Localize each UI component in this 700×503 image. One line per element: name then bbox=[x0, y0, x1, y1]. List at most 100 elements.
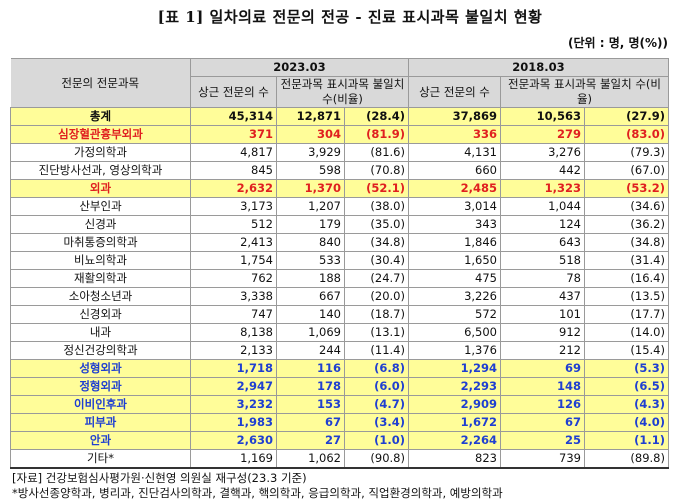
ratio-2018: (67.0) bbox=[584, 161, 669, 180]
table-row: 이비인후과 3,232 153 (4.7) 2,909 126 (4.3) bbox=[10, 395, 669, 414]
table-row: 성형외과 1,718 116 (6.8) 1,294 69 (5.3) bbox=[10, 359, 669, 378]
header-year-2023: 2023.03 bbox=[190, 58, 409, 77]
ratio-2018: (79.3) bbox=[584, 143, 669, 162]
count-2023: 762 bbox=[190, 269, 277, 288]
ratio-2023: (70.8) bbox=[344, 161, 409, 180]
count-2023: 1,718 bbox=[190, 359, 277, 378]
mismatch-2023: 244 bbox=[276, 341, 345, 360]
mismatch-2023: 27 bbox=[276, 431, 345, 450]
row-specialty: 소아청소년과 bbox=[10, 287, 191, 306]
row-specialty: 이비인후과 bbox=[10, 395, 191, 414]
mismatch-2018: 69 bbox=[500, 359, 585, 378]
count-2018: 660 bbox=[408, 161, 501, 180]
mismatch-2018: 739 bbox=[500, 449, 585, 469]
mismatch-2018: 3,276 bbox=[500, 143, 585, 162]
mismatch-2023: 67 bbox=[276, 413, 345, 432]
ratio-2018: (4.0) bbox=[584, 413, 669, 432]
ratio-2023: (6.0) bbox=[344, 377, 409, 396]
table-row: 내과 8,138 1,069 (13.1) 6,500 912 (14.0) bbox=[10, 323, 669, 342]
count-2023: 2,630 bbox=[190, 431, 277, 450]
table-row: 신경과 512 179 (35.0) 343 124 (36.2) bbox=[10, 215, 669, 234]
ratio-2023: (81.6) bbox=[344, 143, 409, 162]
count-2018: 475 bbox=[408, 269, 501, 288]
ratio-2023: (3.4) bbox=[344, 413, 409, 432]
mismatch-2018: 279 bbox=[500, 125, 585, 144]
count-2018: 3,226 bbox=[408, 287, 501, 306]
unit-label: (단위 : 명, 명(%)) bbox=[567, 36, 668, 50]
header-mismatch-2018: 전문과목 표시과목 불일치 수(비율) bbox=[500, 76, 669, 108]
table-row: 심장혈관흉부외과 371 304 (81.9) 336 279 (83.0) bbox=[10, 125, 669, 144]
mismatch-2023: 304 bbox=[276, 125, 345, 144]
ratio-2018: (27.9) bbox=[584, 107, 669, 126]
ratio-2023: (52.1) bbox=[344, 179, 409, 198]
ratio-2018: (17.7) bbox=[584, 305, 669, 324]
header-count-2023: 상근 전문의 수 bbox=[190, 76, 277, 108]
table-row: 외과 2,632 1,370 (52.1) 2,485 1,323 (53.2) bbox=[10, 179, 669, 198]
header-specialty: 전문의 전문과목 bbox=[10, 58, 191, 108]
header-mismatch-2023: 전문과목 표시과목 불일치 수(비율) bbox=[276, 76, 409, 108]
count-2018: 572 bbox=[408, 305, 501, 324]
mismatch-2018: 912 bbox=[500, 323, 585, 342]
count-2023: 45,314 bbox=[190, 107, 277, 126]
table-row: 소아청소년과 3,338 667 (20.0) 3,226 437 (13.5) bbox=[10, 287, 669, 306]
count-2023: 2,632 bbox=[190, 179, 277, 198]
table-row: 비뇨의학과 1,754 533 (30.4) 1,650 518 (31.4) bbox=[10, 251, 669, 270]
ratio-2023: (28.4) bbox=[344, 107, 409, 126]
ratio-2018: (15.4) bbox=[584, 341, 669, 360]
mismatch-2023: 12,871 bbox=[276, 107, 345, 126]
ratio-2018: (89.8) bbox=[584, 449, 669, 469]
mismatch-2018: 126 bbox=[500, 395, 585, 414]
mismatch-2018: 25 bbox=[500, 431, 585, 450]
ratio-2018: (1.1) bbox=[584, 431, 669, 450]
mismatch-2018: 518 bbox=[500, 251, 585, 270]
count-2023: 512 bbox=[190, 215, 277, 234]
count-2023: 2,413 bbox=[190, 233, 277, 252]
row-specialty: 진단방사선과, 영상의학과 bbox=[10, 161, 191, 180]
header-count-2018: 상근 전문의 수 bbox=[408, 76, 501, 108]
row-specialty: 내과 bbox=[10, 323, 191, 342]
ratio-2018: (5.3) bbox=[584, 359, 669, 378]
mismatch-2018: 212 bbox=[500, 341, 585, 360]
mismatch-2018: 124 bbox=[500, 215, 585, 234]
mismatch-table: 전문의 전문과목 2023.03 2018.03 상근 전문의 수 전문과목 표… bbox=[10, 58, 669, 469]
table-row: 재활의학과 762 188 (24.7) 475 78 (16.4) bbox=[10, 269, 669, 288]
ratio-2023: (35.0) bbox=[344, 215, 409, 234]
mismatch-2018: 1,323 bbox=[500, 179, 585, 198]
ratio-2023: (38.0) bbox=[344, 197, 409, 216]
ratio-2018: (4.3) bbox=[584, 395, 669, 414]
mismatch-2018: 643 bbox=[500, 233, 585, 252]
table-row: 정신건강의학과 2,133 244 (11.4) 1,376 212 (15.4) bbox=[10, 341, 669, 360]
ratio-2023: (6.8) bbox=[344, 359, 409, 378]
count-2023: 2,947 bbox=[190, 377, 277, 396]
mismatch-2023: 140 bbox=[276, 305, 345, 324]
count-2018: 1,294 bbox=[408, 359, 501, 378]
ratio-2018: (34.6) bbox=[584, 197, 669, 216]
count-2023: 747 bbox=[190, 305, 277, 324]
count-2018: 1,846 bbox=[408, 233, 501, 252]
ratio-2018: (34.8) bbox=[584, 233, 669, 252]
table-row: 총계 45,314 12,871 (28.4) 37,869 10,563 (27.9) bbox=[10, 107, 669, 126]
count-2023: 8,138 bbox=[190, 323, 277, 342]
mismatch-2018: 78 bbox=[500, 269, 585, 288]
table-row: 피부과 1,983 67 (3.4) 1,672 67 (4.0) bbox=[10, 413, 669, 432]
count-2018: 6,500 bbox=[408, 323, 501, 342]
ratio-2018: (14.0) bbox=[584, 323, 669, 342]
count-2023: 3,173 bbox=[190, 197, 277, 216]
ratio-2018: (53.2) bbox=[584, 179, 669, 198]
count-2023: 1,754 bbox=[190, 251, 277, 270]
count-2018: 823 bbox=[408, 449, 501, 469]
ratio-2018: (83.0) bbox=[584, 125, 669, 144]
row-specialty: 외과 bbox=[10, 179, 191, 198]
count-2018: 3,014 bbox=[408, 197, 501, 216]
table-row: 신경외과 747 140 (18.7) 572 101 (17.7) bbox=[10, 305, 669, 324]
mismatch-2023: 840 bbox=[276, 233, 345, 252]
row-specialty: 정신건강의학과 bbox=[10, 341, 191, 360]
ratio-2023: (11.4) bbox=[344, 341, 409, 360]
count-2023: 3,338 bbox=[190, 287, 277, 306]
row-specialty: 신경외과 bbox=[10, 305, 191, 324]
mismatch-2023: 533 bbox=[276, 251, 345, 270]
row-specialty: 심장혈관흉부외과 bbox=[10, 125, 191, 144]
row-specialty: 기타* bbox=[10, 449, 191, 469]
mismatch-2018: 437 bbox=[500, 287, 585, 306]
table-row: 진단방사선과, 영상의학과 845 598 (70.8) 660 442 (67.0) bbox=[10, 161, 669, 180]
